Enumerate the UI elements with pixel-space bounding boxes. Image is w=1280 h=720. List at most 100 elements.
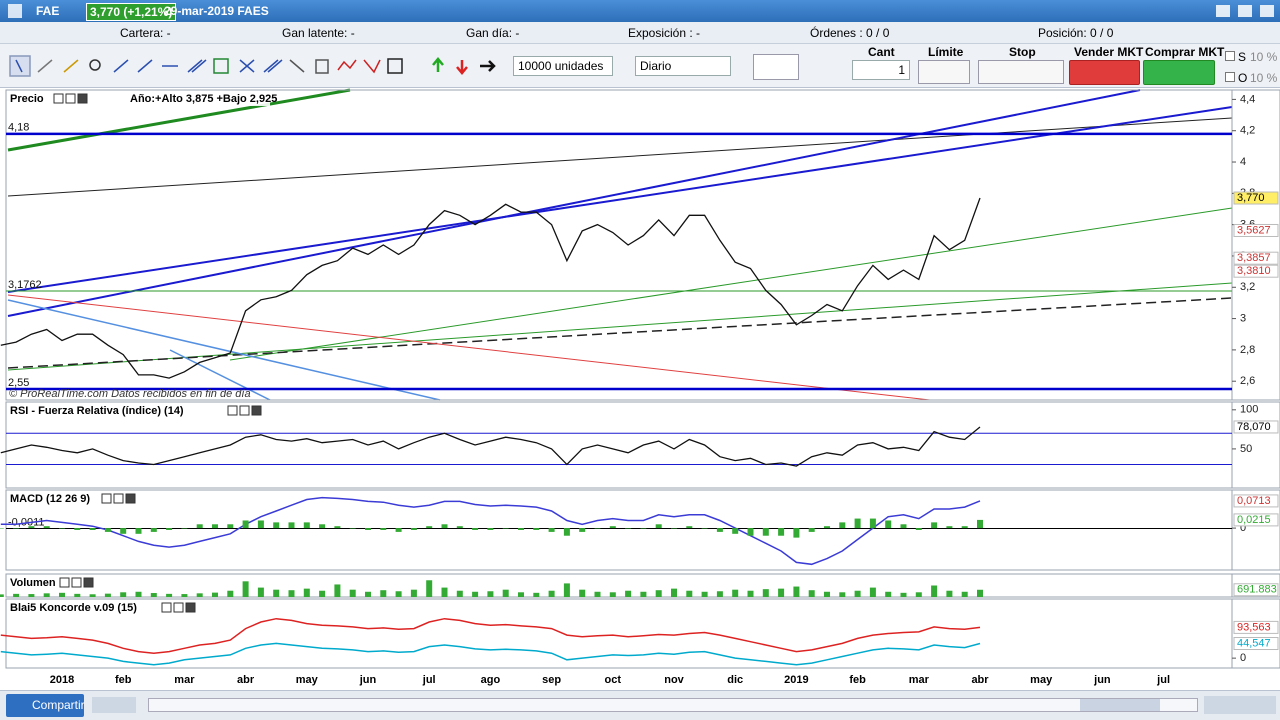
- panel-icon[interactable]: [125, 493, 136, 504]
- data-bar: [747, 590, 754, 597]
- quantity-select[interactable]: 10000 unidades: [513, 56, 613, 76]
- price-marker: [1233, 223, 1279, 237]
- x-tick-label: mar: [174, 674, 195, 686]
- x-tick-label: may: [1030, 674, 1053, 686]
- data-bar: [257, 587, 264, 597]
- data-bar: [518, 528, 524, 530]
- data-bar: [410, 589, 417, 597]
- panel-icon[interactable]: [53, 93, 64, 104]
- tool[interactable]: [289, 59, 305, 73]
- tool[interactable]: [239, 59, 255, 73]
- panel-icon[interactable]: [101, 493, 112, 504]
- data-bar: [288, 522, 295, 529]
- tool[interactable]: [315, 59, 329, 74]
- panel-icon[interactable]: [227, 405, 238, 416]
- panel-icon[interactable]: [83, 577, 94, 588]
- panel-title: MACD (12 26 9): [10, 493, 90, 505]
- zoom-buttons[interactable]: [1204, 696, 1276, 714]
- panel-icon[interactable]: [65, 93, 76, 104]
- panel-icon[interactable]: [251, 405, 262, 416]
- y-tick-label: 2,6: [1240, 375, 1255, 387]
- cant-input[interactable]: 1: [852, 60, 910, 80]
- tool[interactable]: [363, 59, 381, 74]
- checkbox[interactable]: [1225, 51, 1235, 61]
- chart-area: 4,44,243,83,63,43,232,82,64,183,17622,55…: [0, 88, 1280, 690]
- data-bar: [854, 518, 861, 529]
- price-marker: [1233, 191, 1279, 205]
- data-bar: [487, 591, 494, 597]
- data-bar: [0, 594, 4, 597]
- window-button[interactable]: [1260, 5, 1274, 17]
- tool[interactable]: [89, 59, 101, 71]
- trend-line: [7, 88, 351, 152]
- price-marker-label: 3,770: [1237, 192, 1265, 204]
- date-name: 29-mar-2019 FAES: [164, 4, 269, 18]
- x-tick-label: feb: [115, 674, 132, 686]
- data-bar: [548, 590, 555, 597]
- sell-button[interactable]: [1069, 60, 1140, 85]
- buy-button[interactable]: [1143, 60, 1215, 85]
- tool[interactable]: [187, 59, 207, 73]
- panel-icon[interactable]: [161, 602, 172, 613]
- tool[interactable]: [387, 58, 403, 74]
- panel-icon[interactable]: [185, 602, 196, 613]
- stop-label: Stop: [1009, 45, 1036, 59]
- data-bar: [89, 528, 96, 530]
- data-bar: [426, 580, 433, 597]
- data-bar: [472, 528, 479, 530]
- data-bar: [548, 528, 555, 532]
- chart-type-button[interactable]: [753, 54, 799, 80]
- period-select[interactable]: Diario: [635, 56, 731, 76]
- status-item: Posición: 0 / 0: [1038, 26, 1114, 40]
- tool[interactable]: [37, 59, 53, 73]
- data-bar: [518, 592, 524, 597]
- data-bar: [609, 592, 616, 597]
- tool[interactable]: [480, 60, 496, 72]
- x-tick-label: mar: [909, 674, 930, 686]
- tool[interactable]: [9, 55, 31, 77]
- data-bar: [120, 528, 127, 534]
- data-bar: [13, 593, 20, 597]
- x-tick-label: oct: [605, 674, 622, 686]
- data-bar: [686, 526, 693, 529]
- data-bar: [900, 592, 907, 597]
- scrollbar[interactable]: [148, 698, 1198, 712]
- symbol[interactable]: FAE: [36, 4, 60, 18]
- tool[interactable]: [137, 59, 153, 73]
- data-bar: [869, 587, 876, 597]
- level-label: 3,1762: [8, 279, 42, 291]
- data-bar: [579, 589, 586, 597]
- panel-icon[interactable]: [173, 602, 184, 613]
- price-marker-label: 691.883: [1237, 584, 1277, 596]
- panel-icon[interactable]: [71, 577, 82, 588]
- data-bar: [854, 590, 861, 597]
- window-button[interactable]: [1216, 5, 1230, 17]
- tool[interactable]: [337, 59, 357, 71]
- scroll-thumb[interactable]: [1080, 699, 1160, 711]
- checkbox[interactable]: [1225, 72, 1235, 82]
- y-tick-label: 0: [1240, 652, 1246, 664]
- panel-icon[interactable]: [239, 405, 250, 416]
- panel-icon[interactable]: [113, 493, 124, 504]
- panel-title: RSI - Fuerza Relativa (índice) (14): [10, 405, 184, 417]
- data-bar: [594, 528, 601, 529]
- data-line: [0, 617, 981, 654]
- x-tick-label: dic: [727, 674, 743, 686]
- data-bar: [74, 593, 81, 597]
- data-bar: [104, 593, 111, 597]
- tool[interactable]: [432, 57, 444, 72]
- tool[interactable]: [63, 59, 79, 73]
- panel-title: Blai5 Koncorde v.09 (15): [10, 602, 137, 614]
- tool[interactable]: [456, 60, 468, 75]
- panel-icon[interactable]: [77, 93, 88, 104]
- limit-buttons[interactable]: [918, 60, 970, 84]
- share-button[interactable]: Compartir: [6, 694, 85, 717]
- data-bar: [74, 528, 81, 530]
- panel-icon[interactable]: [59, 577, 70, 588]
- tool[interactable]: [213, 58, 229, 74]
- window-button[interactable]: [1238, 5, 1252, 17]
- tool[interactable]: [113, 59, 129, 73]
- stop-buttons[interactable]: [978, 60, 1064, 84]
- tool[interactable]: [263, 59, 283, 73]
- tool[interactable]: [15, 59, 23, 73]
